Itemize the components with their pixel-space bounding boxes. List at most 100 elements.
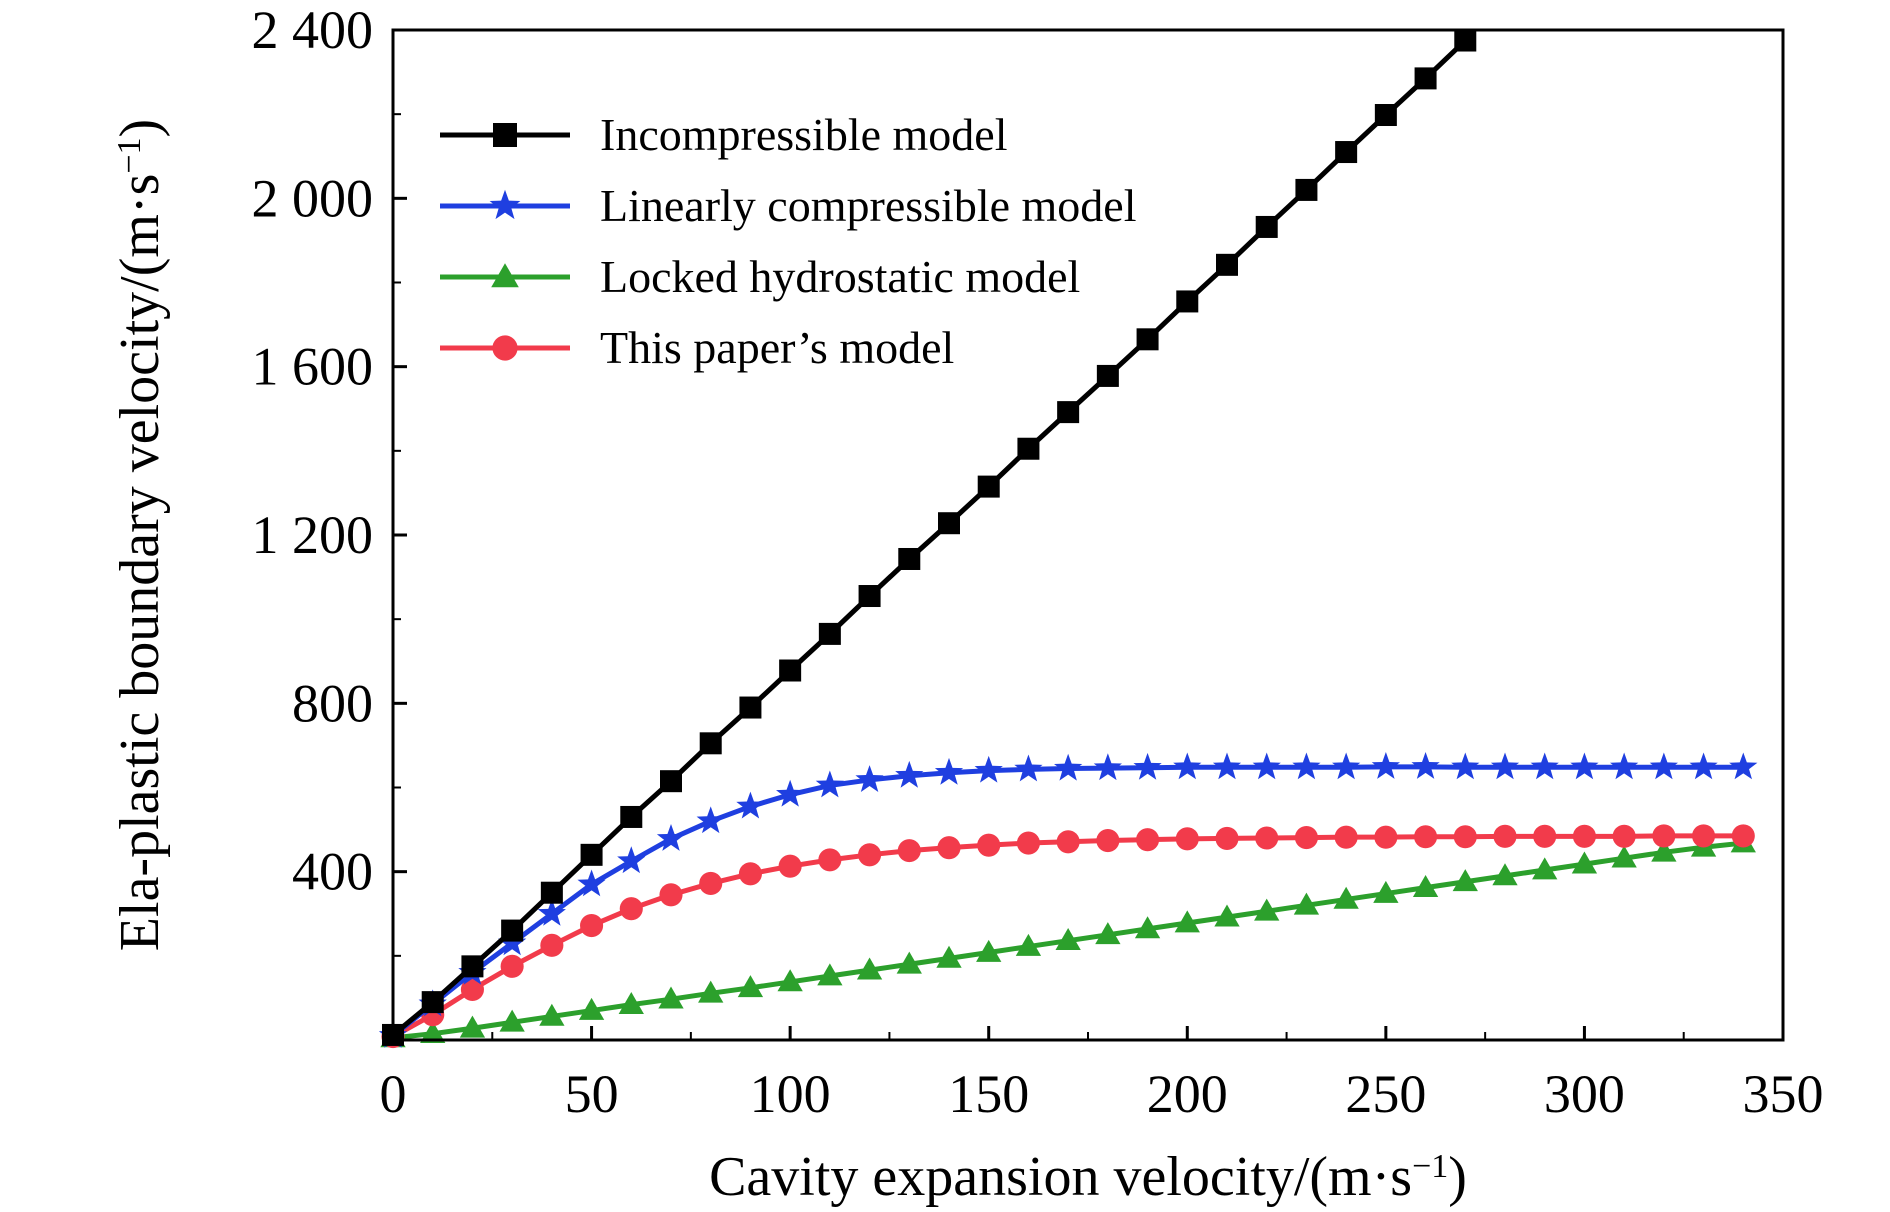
data-point bbox=[1214, 904, 1240, 927]
data-point bbox=[1571, 851, 1598, 874]
data-point bbox=[459, 1015, 486, 1038]
data-point bbox=[855, 765, 884, 792]
data-point bbox=[1096, 828, 1120, 853]
data-point bbox=[895, 760, 924, 788]
x-tick-label: 150 bbox=[948, 1064, 1029, 1124]
data-point bbox=[1373, 880, 1399, 903]
data-point bbox=[501, 919, 524, 942]
data-point bbox=[1652, 824, 1676, 848]
data-point bbox=[1333, 886, 1359, 909]
x-axis-title-main: Cavity expansion velocity/(m·s bbox=[709, 1146, 1412, 1208]
data-point bbox=[898, 547, 921, 570]
data-point bbox=[974, 755, 1003, 783]
data-point bbox=[1414, 67, 1437, 90]
data-point bbox=[537, 898, 566, 926]
legend-marker bbox=[493, 123, 517, 147]
data-point bbox=[815, 770, 844, 798]
data-point bbox=[580, 913, 604, 938]
data-point bbox=[500, 954, 524, 978]
legend-label: Locked hydrostatic model bbox=[600, 251, 1080, 302]
x-tick-label: 300 bbox=[1544, 1064, 1625, 1124]
data-point bbox=[977, 833, 1001, 857]
data-point bbox=[1332, 752, 1361, 780]
series-line bbox=[393, 38, 1468, 1037]
data-point bbox=[658, 986, 684, 1009]
data-point bbox=[936, 945, 962, 968]
legend-marker bbox=[492, 335, 518, 361]
data-point bbox=[778, 854, 802, 878]
data-point bbox=[1452, 869, 1478, 892]
data-point bbox=[1096, 364, 1119, 387]
data-point bbox=[421, 991, 444, 1014]
data-point bbox=[577, 869, 606, 897]
data-point bbox=[1649, 752, 1678, 780]
legend-label: Incompressible model bbox=[600, 109, 1008, 160]
data-point bbox=[1570, 752, 1599, 780]
data-point bbox=[1572, 824, 1596, 848]
series-triangle bbox=[380, 830, 1756, 1048]
series-line bbox=[393, 764, 1744, 1038]
y-tick-label: 1 600 bbox=[252, 337, 374, 397]
x-axis-title-end: ) bbox=[1448, 1146, 1467, 1208]
x-tick-label: 350 bbox=[1743, 1064, 1824, 1124]
y-axis-title-end: ) bbox=[109, 119, 171, 138]
legend-entry: This paper’s model bbox=[440, 322, 954, 373]
data-point bbox=[1173, 752, 1202, 780]
data-point bbox=[696, 806, 725, 834]
series-layer bbox=[378, 29, 1758, 1049]
data-point bbox=[1374, 104, 1397, 127]
data-point bbox=[1017, 437, 1040, 460]
data-point bbox=[1689, 752, 1718, 780]
data-point bbox=[1411, 752, 1440, 779]
data-point bbox=[739, 696, 762, 719]
y-axis-title: Ela-plastic boundary velocity/(m·s−1) bbox=[109, 119, 171, 951]
data-point bbox=[777, 969, 803, 992]
data-point bbox=[1692, 824, 1716, 848]
data-point bbox=[1611, 845, 1637, 868]
data-point bbox=[856, 957, 883, 980]
data-point bbox=[897, 839, 921, 863]
data-point bbox=[1215, 826, 1239, 850]
data-point bbox=[1490, 752, 1520, 780]
data-point bbox=[737, 975, 764, 998]
data-point bbox=[858, 585, 881, 608]
data-point bbox=[698, 980, 724, 1003]
data-point bbox=[619, 897, 643, 921]
x-tick-label: 50 bbox=[565, 1064, 619, 1124]
data-point bbox=[540, 881, 563, 904]
data-point bbox=[620, 805, 643, 828]
x-axis-title-sup: −1 bbox=[1412, 1148, 1448, 1185]
data-point bbox=[1016, 831, 1040, 855]
data-point bbox=[1412, 875, 1439, 898]
data-point bbox=[1134, 916, 1161, 939]
data-point bbox=[540, 933, 564, 957]
data-point bbox=[1334, 825, 1358, 849]
x-axis-title: Cavity expansion velocity/(m·s−1) bbox=[709, 1146, 1467, 1208]
y-tick-label: 1 200 bbox=[252, 505, 374, 565]
data-point bbox=[1492, 863, 1518, 886]
data-point bbox=[1374, 825, 1398, 849]
data-point bbox=[934, 757, 964, 785]
data-point bbox=[1136, 828, 1160, 852]
data-point bbox=[1610, 752, 1639, 780]
data-point bbox=[977, 475, 1000, 498]
axis-layer: 0 50 100 150 200 250 300 350 400 800 1 200 1 600 2 0… bbox=[252, 0, 1824, 1124]
data-point bbox=[1530, 752, 1559, 780]
data-point bbox=[818, 848, 842, 872]
data-point bbox=[1133, 752, 1162, 780]
data-point bbox=[539, 1003, 565, 1026]
data-point bbox=[1533, 824, 1557, 848]
data-point bbox=[1294, 826, 1318, 850]
data-point bbox=[1056, 830, 1080, 854]
data-point bbox=[578, 997, 605, 1020]
data-point bbox=[938, 512, 960, 535]
data-point bbox=[1212, 752, 1242, 780]
data-point bbox=[1216, 253, 1238, 276]
data-point bbox=[460, 977, 484, 1002]
data-point bbox=[1493, 824, 1517, 848]
data-point bbox=[1057, 401, 1080, 424]
data-point bbox=[656, 823, 686, 851]
data-point bbox=[1454, 29, 1477, 52]
data-point bbox=[660, 770, 682, 793]
